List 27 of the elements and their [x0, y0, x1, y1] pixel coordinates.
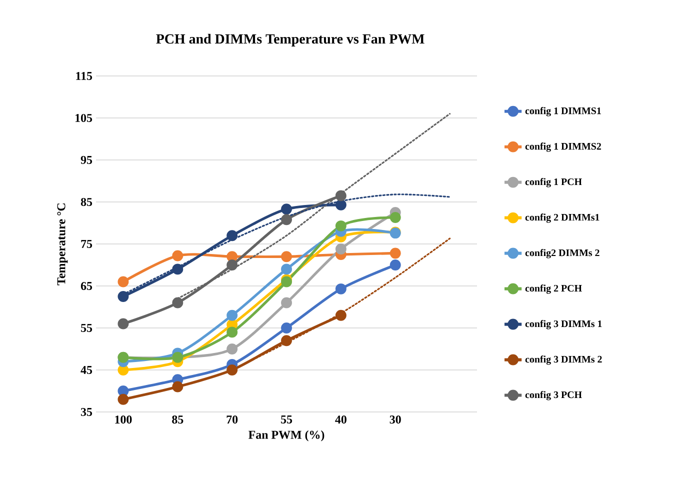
y-tick-label: 85 — [80, 198, 92, 206]
x-axis-title: Fan PWM (%) — [248, 430, 324, 442]
x-tick-label: 30 — [390, 416, 401, 424]
y-tick-label: 65 — [80, 282, 92, 290]
x-tick-label: 85 — [172, 416, 184, 424]
y-tick-label: 105 — [76, 114, 92, 122]
legend-label: config 1 PCH — [525, 178, 582, 188]
legend-label: config 3 PCH — [525, 391, 582, 400]
legend-label: config2 DIMMs 2 — [525, 249, 600, 258]
legend-label: config 2 DIMMs1 — [525, 214, 600, 223]
y-tick-label: 35 — [80, 408, 92, 416]
y-tick-label: 75 — [81, 240, 92, 248]
legend-label: config 1 DIMMS2 — [525, 142, 601, 152]
x-tick-label: 55 — [281, 416, 292, 424]
x-tick-label: 100 — [115, 416, 132, 424]
y-axis-title: Temperature °C — [57, 203, 68, 286]
chart-title: PCH and DIMMs Temperature vs Fan PWM — [156, 34, 424, 46]
y-tick-label: 95 — [80, 156, 92, 164]
y-tick-label: 45 — [80, 366, 92, 374]
legend-label: config 3 DIMMs 1 — [525, 320, 602, 330]
y-tick-label: 115 — [76, 72, 92, 80]
x-tick-label: 70 — [226, 416, 238, 424]
x-tick-label: 40 — [335, 416, 346, 424]
y-tick-label: 55 — [81, 324, 92, 332]
legend-label: config 2 PCH — [525, 284, 582, 294]
legend-label: config 3 DIMMs 2 — [525, 356, 602, 365]
legend-label: config 1 DIMMS1 — [525, 107, 601, 116]
